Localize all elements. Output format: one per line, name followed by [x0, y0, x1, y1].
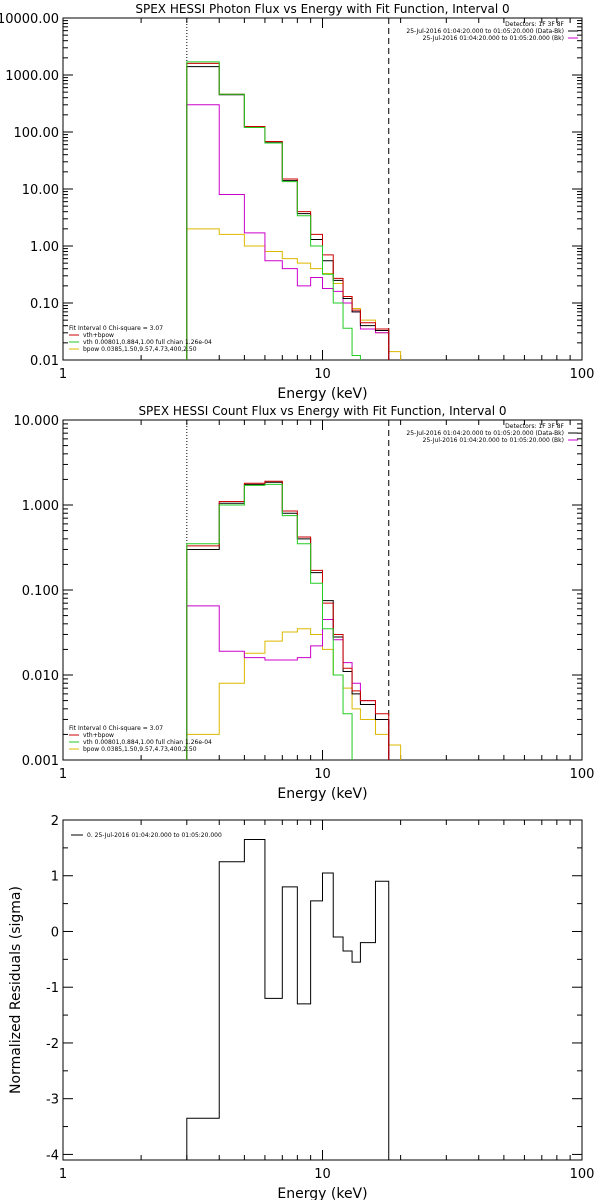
series-bg_comb [186, 605, 390, 760]
series-total [186, 480, 390, 760]
fit-info-text: vth+bpow [83, 732, 114, 739]
y-tick-label: 0.01 [30, 354, 59, 369]
y-tick-label: 10000.00 [0, 12, 59, 27]
y-tick-label: -2 [46, 1037, 59, 1052]
series-data [186, 66, 390, 360]
y-tick-label: 1.000 [22, 499, 59, 514]
series-total [186, 62, 390, 360]
x-axis-label: Energy (keV) [277, 1186, 367, 1200]
series-data [186, 839, 390, 1160]
x-axis-label: Energy (keV) [277, 786, 367, 802]
fit-info-text: Fit Interval 0 Chi-square = 3.07 [69, 325, 163, 332]
fit-info-text: vth 0.00801,0.884,1.00 full chian 1.26e-… [83, 739, 212, 746]
y-tick-label: 0 [51, 925, 59, 940]
series-vth [186, 61, 361, 360]
fit-info-text: vth 0.00801,0.884,1.00 full chian 1.26e-… [83, 339, 212, 346]
y-tick-label: 1.00 [30, 240, 59, 255]
y-tick-label: 0.10 [30, 297, 59, 312]
y-tick-label: -4 [46, 1148, 59, 1163]
x-tick-label: 1 [59, 767, 67, 782]
plot-frame [62, 819, 583, 1161]
legend-entry: 25-Jul-2016 01:04:20.000 to 01:05:20.000… [423, 35, 564, 42]
legend-entry: Detectors: 1F 3F 8F [505, 21, 564, 28]
legend-entry: 0. 25-Jul-2016 01:04:20.000 to 01:05:20.… [87, 832, 222, 839]
series-vth [186, 483, 353, 760]
y-axis-label: Normalized Residuals (sigma) [8, 886, 24, 1094]
y-tick-label: 0.010 [22, 669, 59, 684]
y-tick-label: 2 [51, 814, 59, 829]
y-tick-label: 100.00 [14, 126, 60, 141]
fit-info-text: vth+bpow [83, 332, 114, 339]
x-tick-label: 100 [570, 767, 595, 782]
chart-title: SPEX HESSI Photon Flux vs Energy with Fi… [135, 2, 509, 16]
fit-info-text: Fit Interval 0 Chi-square = 3.07 [69, 725, 163, 732]
chart-title: SPEX HESSI Count Flux vs Energy with Fit… [138, 404, 506, 418]
x-tick-label: 100 [570, 367, 595, 382]
y-tick-label: 10.000 [14, 414, 60, 429]
fit-info-text: bpow 0.0385,1.50,9.57,4.73,400,2.50 [83, 746, 197, 753]
legend-entry: 25-Jul-2016 01:04:20.000 to 01:05:20.000… [406, 28, 564, 35]
y-tick-label: 0.001 [22, 754, 59, 769]
x-tick-label: 10 [314, 1167, 331, 1182]
plot-frame [62, 17, 583, 361]
legend-entry: Detectors: 1F 3F 8F [505, 423, 564, 430]
x-tick-label: 100 [570, 1167, 595, 1182]
legend-entry: 25-Jul-2016 01:04:20.000 to 01:05:20.000… [423, 437, 564, 444]
y-tick-label: 1000.00 [5, 69, 59, 84]
x-axis-label: Energy (keV) [277, 386, 367, 402]
y-tick-label: -3 [46, 1093, 59, 1108]
y-tick-label: 1 [51, 870, 59, 885]
y-tick-label: 0.100 [22, 584, 59, 599]
series-bg_sep [186, 104, 390, 360]
x-tick-label: 1 [59, 367, 67, 382]
y-tick-label: 10.00 [22, 183, 59, 198]
series-data [186, 481, 390, 760]
y-tick-label: -1 [46, 981, 59, 996]
x-tick-label: 10 [314, 767, 331, 782]
fit-info-text: bpow 0.0385,1.50,9.57,4.73,400,2.50 [83, 346, 197, 353]
legend-entry: 25-Jul-2016 01:04:20.000 to 01:05:20.000… [406, 430, 564, 437]
series-bpow [186, 228, 402, 360]
x-tick-label: 10 [314, 367, 331, 382]
x-tick-label: 1 [59, 1167, 67, 1182]
